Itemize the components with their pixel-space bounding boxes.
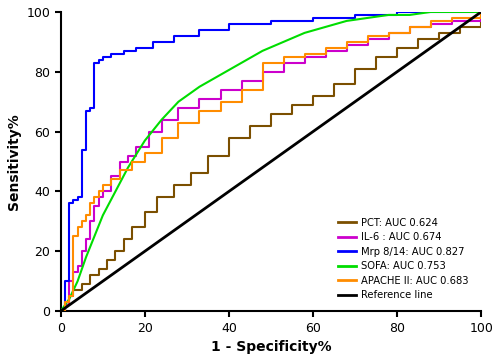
X-axis label: 1 - Specificity%: 1 - Specificity% <box>210 340 332 354</box>
Legend: PCT: AUC 0.624, IL-6 : AUC 0.674, Mrp 8/14: AUC 0.827, SOFA: AUC 0.753, APACHE I: PCT: AUC 0.624, IL-6 : AUC 0.674, Mrp 8/… <box>336 214 472 303</box>
Y-axis label: Sensitivity%: Sensitivity% <box>7 113 21 210</box>
